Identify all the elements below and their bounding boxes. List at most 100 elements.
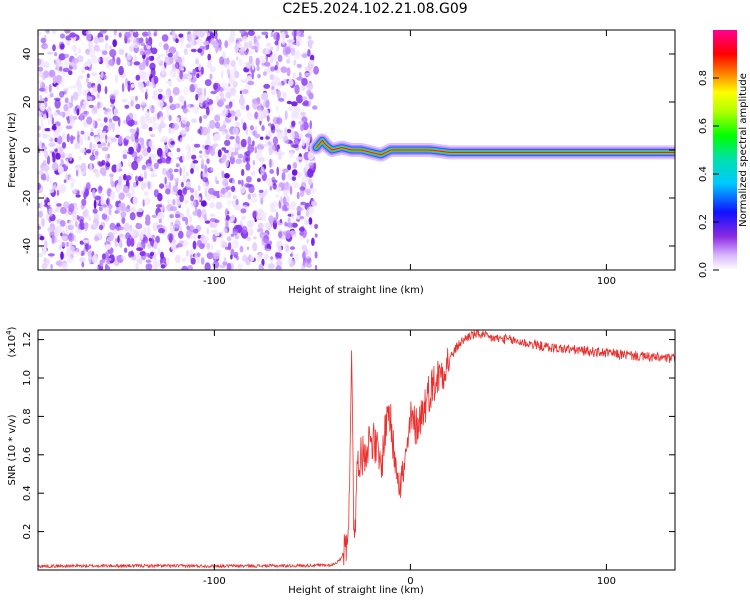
noise-blob [72, 91, 79, 101]
noise-blob [189, 84, 196, 93]
noise-blob [182, 104, 188, 114]
noise-blob [200, 200, 207, 207]
noise-blob [301, 84, 306, 91]
noise-blob [265, 48, 271, 55]
noise-blob [228, 83, 231, 87]
noise-blob [263, 61, 271, 67]
noise-blob [170, 206, 178, 212]
noise-blob [142, 236, 149, 244]
noise-blob [118, 226, 125, 231]
noise-blob [154, 262, 161, 267]
noise-blob [196, 73, 200, 79]
noise-blob [192, 105, 200, 114]
noise-blob [144, 197, 150, 206]
noise-blob [297, 136, 304, 140]
noise-blob [175, 61, 180, 70]
noise-blob [188, 103, 191, 109]
noise-blob [58, 146, 64, 155]
noise-blob [200, 257, 205, 265]
noise-blob [101, 146, 109, 152]
noise-blob [294, 84, 300, 95]
noise-blob [195, 93, 199, 101]
noise-blob [207, 125, 211, 134]
noise-blob [151, 33, 154, 37]
noise-blob [179, 137, 183, 144]
noise-blob [264, 188, 268, 196]
noise-blob [110, 190, 115, 200]
noise-blob [93, 44, 100, 52]
noise-blob [206, 242, 210, 250]
noise-blob [150, 133, 156, 138]
noise-blob [138, 62, 146, 71]
noise-blob [134, 113, 137, 119]
noise-blob [223, 63, 230, 69]
noise-blob [247, 30, 255, 36]
noise-blob [240, 46, 246, 52]
noise-blob [269, 169, 275, 174]
noise-blob [256, 143, 264, 150]
noise-blob [39, 94, 43, 101]
noise-blob [260, 166, 265, 176]
noise-blob [48, 188, 55, 193]
noise-blob [168, 46, 177, 54]
noise-blob [123, 173, 127, 181]
noise-blob [42, 246, 47, 255]
noise-blob [185, 181, 192, 188]
noise-blob [277, 245, 282, 252]
noise-blob [281, 172, 286, 181]
noise-blob [127, 120, 135, 127]
noise-blob [42, 165, 50, 172]
noise-blob [273, 52, 278, 61]
noise-blob [209, 73, 213, 80]
noise-blob [275, 46, 279, 52]
noise-blob [265, 136, 270, 140]
noise-blob [199, 93, 206, 104]
noise-blob [104, 244, 112, 250]
noise-blob [192, 30, 199, 38]
noise-blob [98, 36, 104, 43]
noise-blob [254, 146, 257, 154]
noise-blob [108, 208, 112, 216]
noise-blob [125, 175, 132, 181]
noise-blob [240, 138, 247, 148]
noise-blob [135, 180, 139, 186]
noise-blob [305, 209, 310, 218]
noise-blob [223, 193, 231, 199]
noise-blob [285, 244, 290, 253]
noise-blob [232, 239, 239, 249]
noise-blob [224, 40, 229, 48]
noise-blob [43, 44, 48, 49]
noise-blob [177, 189, 183, 196]
noise-blob [255, 112, 258, 119]
noise-blob [63, 103, 69, 112]
noise-blob [229, 76, 233, 84]
noise-blob [212, 40, 219, 49]
noise-blob [182, 56, 185, 63]
noise-blob [59, 33, 66, 39]
noise-blob [60, 206, 67, 214]
noise-blob [230, 254, 233, 260]
noise-blob [231, 99, 235, 103]
noise-blob [78, 135, 84, 145]
noise-blob [256, 109, 263, 120]
noise-blob [57, 165, 64, 175]
noise-blob [300, 201, 307, 205]
noise-blob [46, 155, 51, 165]
noise-blob [127, 192, 132, 199]
noise-blob [58, 258, 63, 268]
noise-blob [235, 158, 243, 165]
noise-blob [153, 32, 157, 37]
noise-blob [133, 61, 141, 66]
noise-blob [75, 169, 79, 177]
noise-blob [306, 89, 312, 96]
noise-blob [102, 204, 107, 208]
noise-blob [293, 50, 301, 60]
noise-blob [142, 31, 149, 37]
noise-blob [132, 42, 140, 49]
noise-blob [55, 59, 60, 64]
colorbar-label: Normalized spectral amplitude [738, 73, 749, 227]
noise-blob [93, 199, 97, 209]
noise-blob [100, 71, 104, 79]
noise-blob [49, 137, 54, 142]
noise-blob [301, 77, 308, 86]
